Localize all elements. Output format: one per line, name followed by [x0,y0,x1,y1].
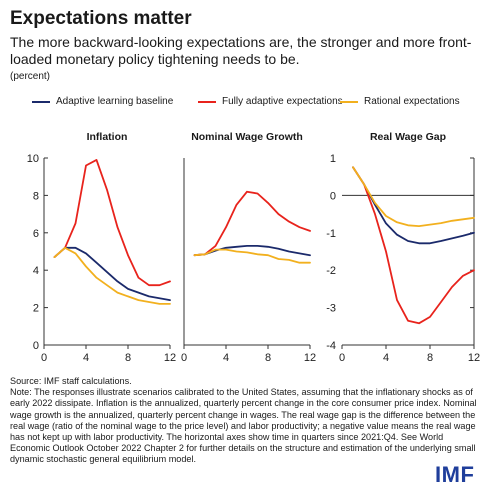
legend-label: Rational expectations [364,96,460,107]
x-tick-label: 12 [304,352,316,364]
series-line-3 [53,246,171,305]
y-tick-label: 6 [33,228,39,240]
unit-label: (percent) [10,71,51,82]
y-tick-label: 0 [330,190,336,202]
y-tick-label: -3 [326,303,336,315]
x-tick-label: 4 [223,352,229,364]
x-tick-label: 12 [164,352,176,364]
imf-logo: IMF [435,462,475,487]
legend-label: Fully adaptive expectations [222,96,343,107]
footnote: Source: IMF staff calculations. Note: Th… [10,376,485,466]
legend-swatch [340,100,358,103]
y-tick-label: 2 [33,303,39,315]
panel-title-nominal-wage-growth: Nominal Wage Growth [191,131,303,143]
y-tick-label: -2 [326,265,336,277]
x-tick-label: 0 [339,352,345,364]
panel-title-inflation: Inflation [86,131,128,143]
series-line-2 [193,190,311,257]
y-tick-label: 10 [27,153,39,165]
legend-label: Adaptive learning baseline [56,96,174,107]
x-tick-label: 8 [265,352,271,364]
y-tick-label: 4 [33,265,39,277]
series-line-2 [352,166,475,325]
chart-subtitle: The more backward-looking expectations a… [10,34,472,67]
x-tick-label: 12 [468,352,480,364]
legend-item: Fully adaptive expectations [198,96,343,107]
series-line-3 [352,166,475,228]
series-line-2 [53,158,171,287]
chart-title: Expectations matter [10,8,192,29]
note-text: Note: The responses illustrate scenarios… [10,387,477,465]
y-tick-label: 8 [33,190,39,202]
y-tick-label: 0 [33,340,39,352]
legend-swatch [32,100,50,103]
y-tick-label: -1 [326,228,336,240]
x-tick-label: 4 [83,352,89,364]
x-tick-label: 0 [41,352,47,364]
y-tick-label: -4 [326,340,336,352]
source-text: Source: IMF staff calculations. [10,376,132,386]
series-line-1 [53,246,171,302]
legend-swatch [198,100,216,103]
x-tick-label: 8 [427,352,433,364]
series-line-3 [193,248,311,264]
legend-item: Rational expectations [340,96,460,107]
x-tick-label: 4 [383,352,389,364]
panel-title-real-wage-gap: Real Wage Gap [369,131,447,143]
x-tick-label: 0 [181,352,187,364]
legend-item: Adaptive learning baseline [32,96,173,107]
legend: Adaptive learning baseline Fully adaptiv… [32,96,500,110]
x-tick-label: 8 [125,352,131,364]
y-tick-label: 1 [330,153,336,165]
